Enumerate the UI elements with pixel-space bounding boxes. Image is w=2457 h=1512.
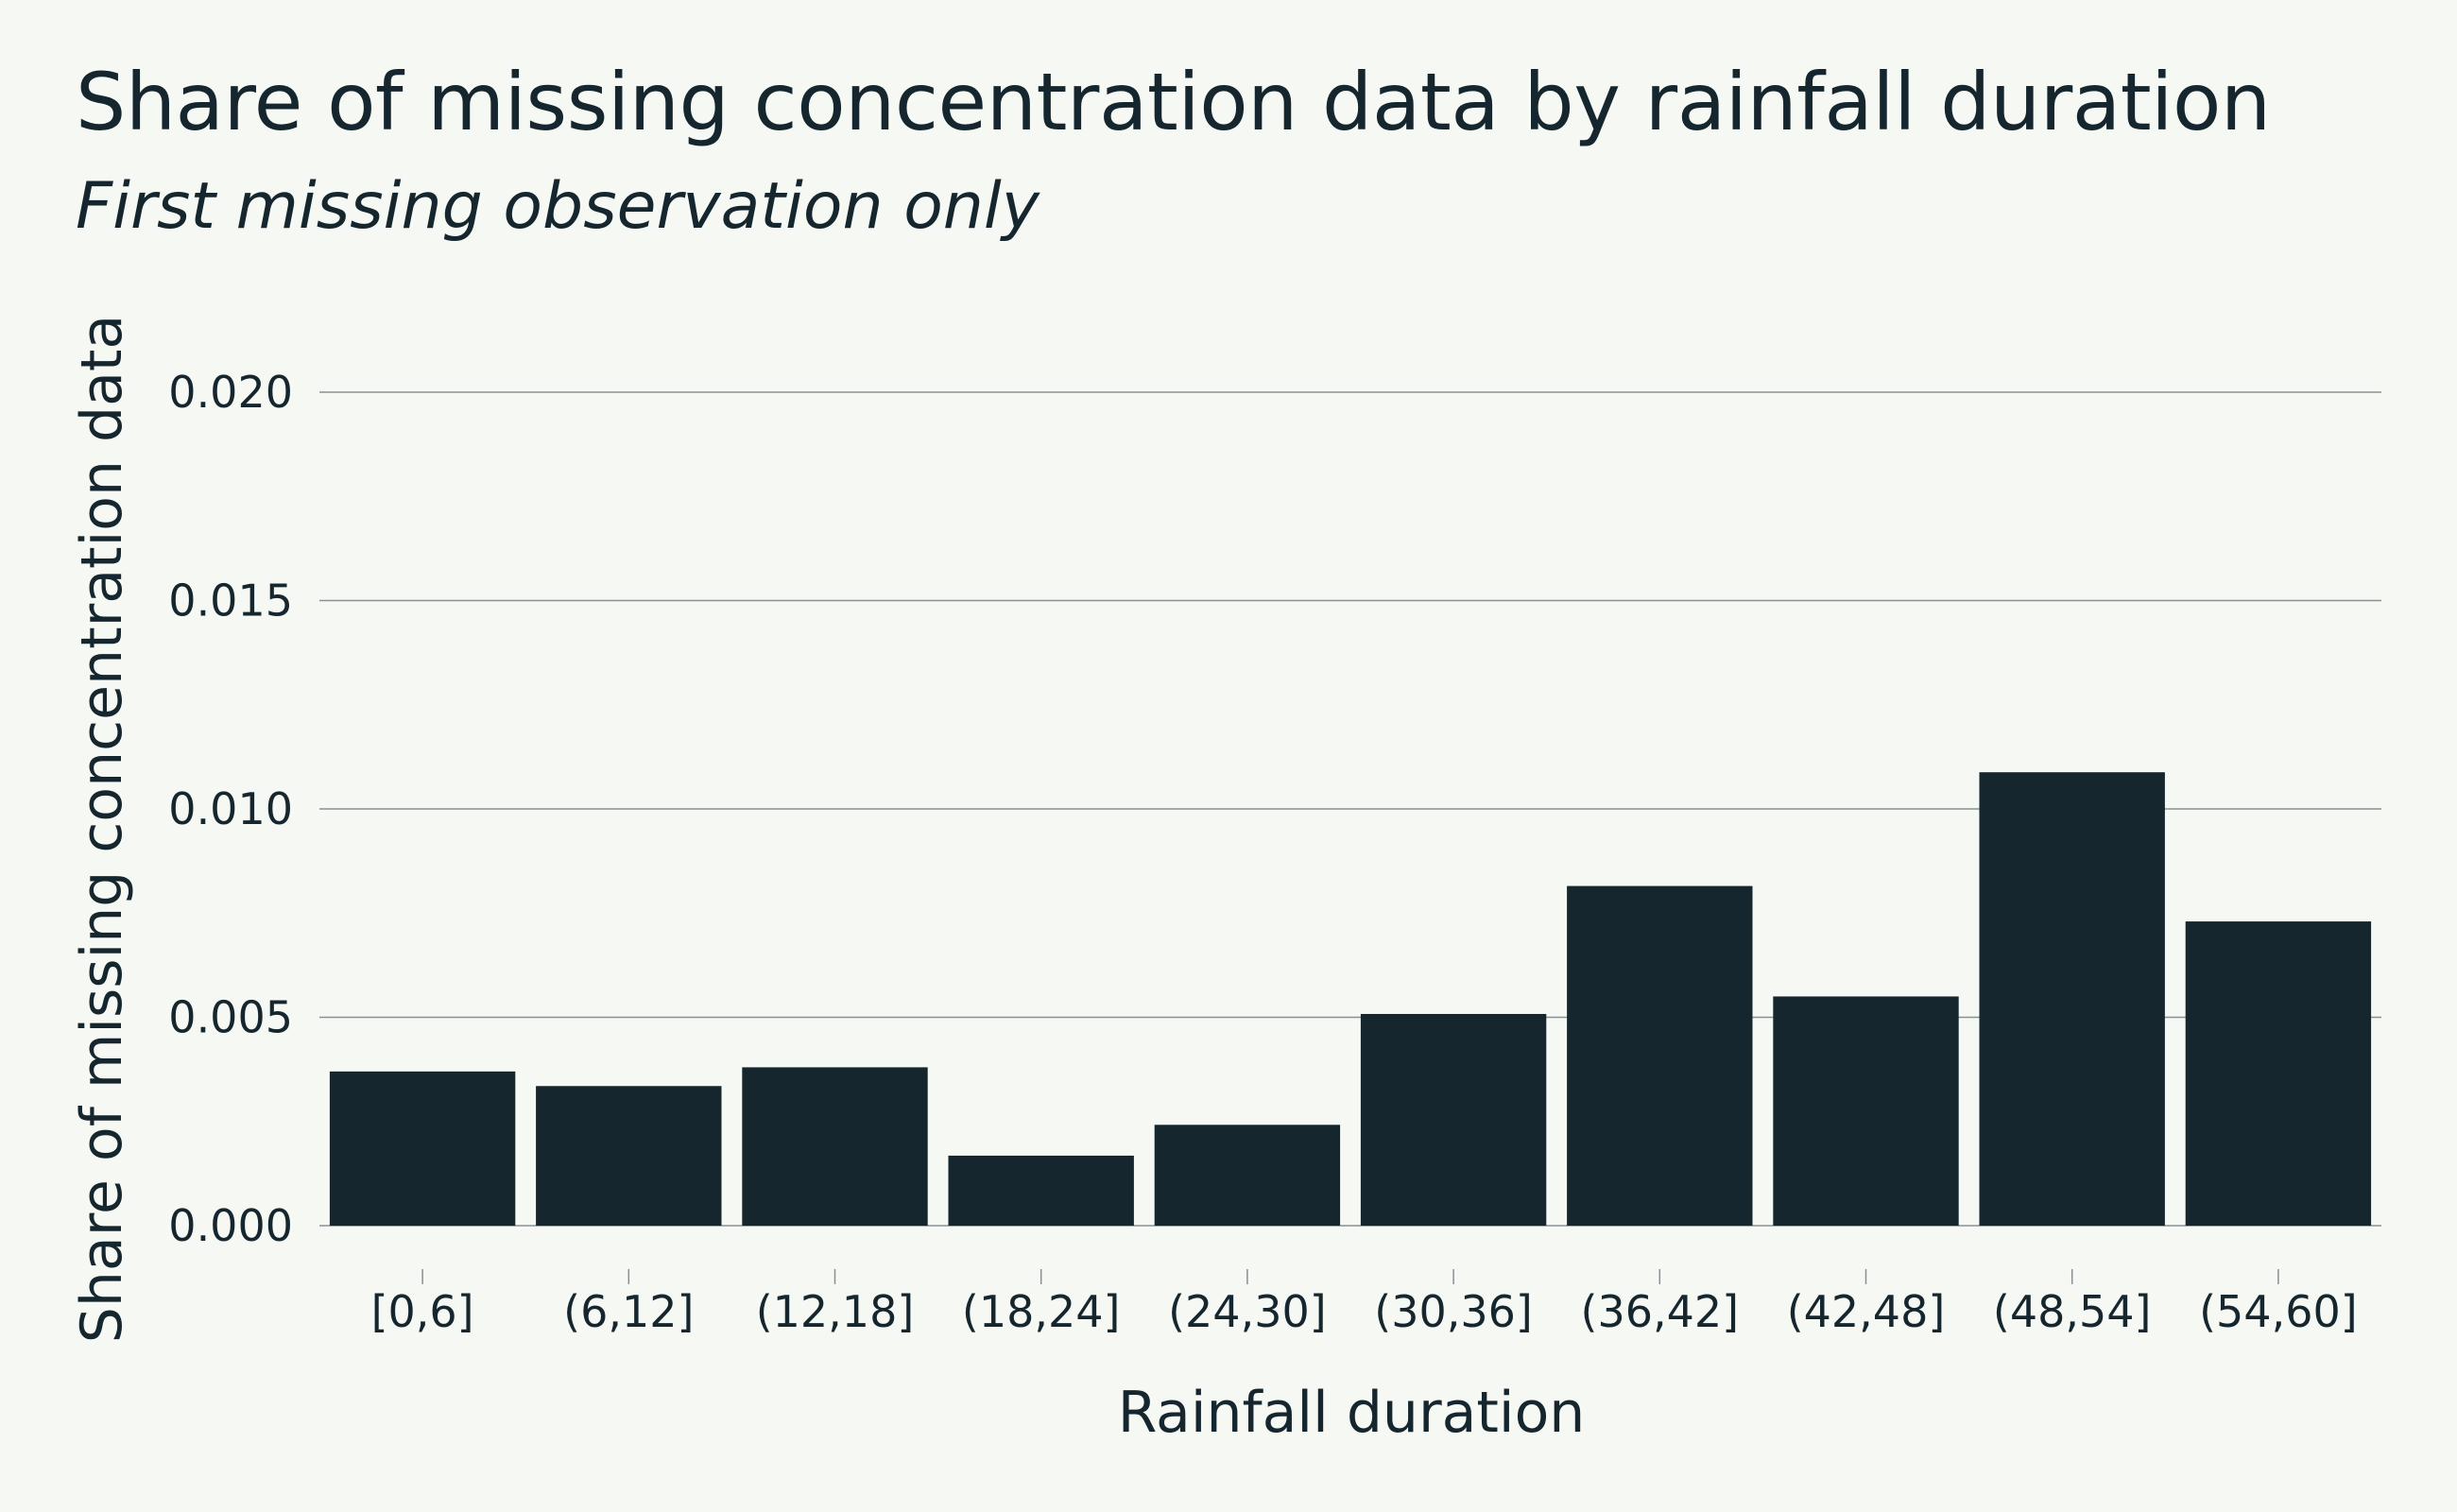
x-axis-ticks: [0,6] (6,12] (12,18] (18,24] (24,30] (30,36] (… [371,1269,2358,1337]
x-tick-label: (42,48] [1787,1286,1946,1337]
chart-title: Share of missing concentration data by r… [76,56,2271,148]
x-tick-label: (18,24] [962,1286,1121,1337]
x-tick-label: (48,54] [1993,1286,2152,1337]
y-tick-label: 0.015 [168,576,293,627]
bar [1154,1125,1341,1226]
x-tick-label: (12,18] [756,1286,915,1337]
x-tick-label: (30,36] [1374,1286,1533,1337]
bars [329,772,2372,1226]
bar [329,1071,516,1226]
y-tick-label: 0.020 [168,367,293,418]
bar [742,1067,928,1226]
x-tick-label: (36,42] [1581,1286,1740,1337]
x-tick-label: [0,6] [371,1286,474,1337]
y-tick-label: 0.010 [168,783,293,834]
x-tick-label: (24,30] [1168,1286,1327,1337]
x-tick-label: (6,12] [563,1286,694,1337]
bar [2185,921,2372,1226]
y-axis-label: Share of missing concentration data [69,315,135,1343]
x-axis-label: Rainfall duration [1118,1380,1586,1446]
y-axis-ticks: 0.000 0.005 0.010 0.015 0.020 [168,367,293,1251]
bar [1360,1013,1547,1226]
bar [948,1155,1134,1226]
y-tick-label: 0.000 [168,1200,293,1251]
x-tick-label: (54,60] [2199,1286,2358,1337]
bar [1979,772,2165,1226]
chart-subtitle: First missing observation only [76,169,1040,244]
bar [1773,996,1959,1226]
y-tick-label: 0.005 [168,992,293,1043]
bar [1567,885,1753,1226]
bar [536,1086,722,1226]
